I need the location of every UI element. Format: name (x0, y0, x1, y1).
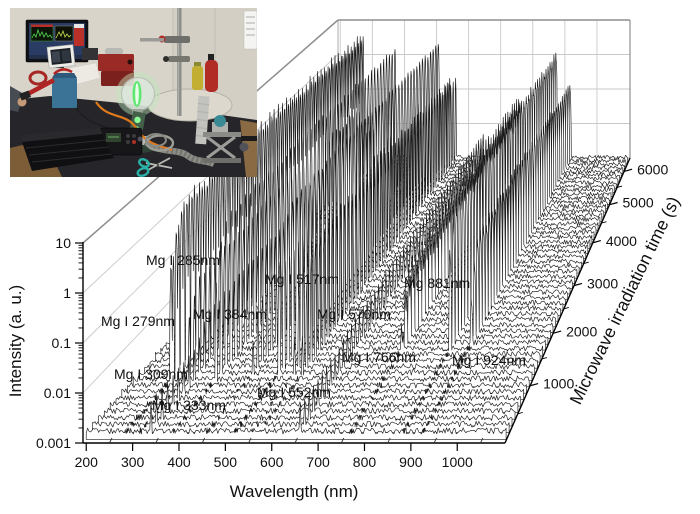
peak-label: Mg 881nm (404, 275, 470, 291)
y-axis-title: Intensity (a. u.) (6, 285, 25, 397)
grid-line (480, 437, 484, 444)
x-tick-label: 200 (75, 454, 99, 470)
peak-annotations: Mg I 285nm Mg I 279nm Mg I 309nm Mg I 333nm… (101, 252, 526, 413)
z-tick-label: 3000 (587, 276, 618, 292)
x-tick-label: 600 (260, 454, 284, 470)
y-tick-label: 0.001 (36, 435, 71, 451)
grid-line (601, 221, 607, 224)
grid-line (529, 382, 539, 387)
laptop-display (46, 44, 76, 69)
z-tick-label: 2000 (566, 323, 597, 339)
spectrum-trace (292, 67, 608, 209)
z-tick-label: 5000 (623, 195, 654, 211)
peak-label: Mg I 517nm (265, 271, 339, 287)
black-rod (241, 136, 257, 141)
gray-cable-coil (145, 133, 175, 152)
peak-label: Mg I 333nm (152, 397, 226, 413)
spectra-traces (85, 36, 628, 440)
paper-sheet (243, 10, 257, 50)
x-tick-label: 900 (399, 454, 423, 470)
x-tick-label: 400 (167, 454, 191, 470)
x-tick-label: 500 (214, 454, 238, 470)
yellow-canister (192, 62, 203, 90)
grid-line (340, 437, 345, 444)
grid-line (592, 239, 601, 244)
y-tick-label: 0.01 (44, 385, 71, 401)
peak-label: Mg I 766nm (342, 349, 416, 365)
y-tick-label: 0.1 (52, 335, 72, 351)
z-tick-label: 4000 (606, 233, 637, 249)
grid-line (433, 437, 437, 444)
grid-line (563, 307, 569, 310)
spectrum-window (30, 25, 54, 42)
plasma-core (135, 83, 139, 105)
x-tick-label: 300 (121, 454, 145, 470)
grid-line (248, 437, 252, 444)
controller-device (99, 127, 143, 156)
peak-label: Mg I 384nm (193, 306, 267, 322)
grid-line (517, 411, 523, 415)
spectrum-trace (85, 400, 507, 440)
peak-label: Mg I 279nm (101, 313, 175, 329)
peak-label: Mg I 570nm (317, 306, 391, 322)
grid-line (573, 282, 583, 287)
fire-extinguisher (205, 54, 218, 92)
lab-stand (140, 8, 190, 116)
grid-line (609, 201, 618, 206)
grid-line (552, 330, 562, 334)
grid-line (109, 437, 113, 444)
x-axis-title: Wavelength (nm) (230, 482, 359, 501)
x-tick-label: 700 (306, 454, 330, 470)
plasma-sphere (116, 72, 160, 116)
x-tick-label: 1000 (442, 454, 473, 470)
grid-line (155, 437, 159, 444)
grid-line (583, 261, 589, 265)
grid-line (541, 357, 547, 360)
red-cable-coil (19, 70, 56, 101)
x-tick-label: 800 (353, 454, 377, 470)
grid-line (387, 437, 391, 444)
person-arm (10, 86, 27, 112)
z-tick-label: 1000 (543, 376, 574, 392)
peak-label: Mg I 309nm (114, 366, 188, 382)
grid-line (616, 185, 623, 188)
grid-line (504, 157, 631, 444)
scissors (136, 157, 173, 177)
peak-label: Mg I 285nm (146, 252, 220, 268)
y-tick-label: 10 (55, 235, 71, 251)
power-supply-box (52, 68, 77, 108)
peak-label: Mg I 552nm (257, 384, 331, 400)
laptop-keyboard (20, 128, 114, 171)
lab-jack (203, 115, 257, 163)
experiment-photo-inset (10, 8, 257, 177)
wood-rail (240, 120, 257, 177)
peak-label: Mg I 924nm (452, 352, 526, 368)
grid-line (201, 437, 206, 444)
z-tick-label: 6000 (637, 161, 668, 177)
grid-line (294, 437, 298, 444)
y-tick-label: 1 (63, 285, 71, 301)
grid-line (623, 168, 633, 172)
axes: 0.001 0.01 0.1 1 10 200 300 400 500 600 700 800 900 1… (36, 157, 668, 470)
